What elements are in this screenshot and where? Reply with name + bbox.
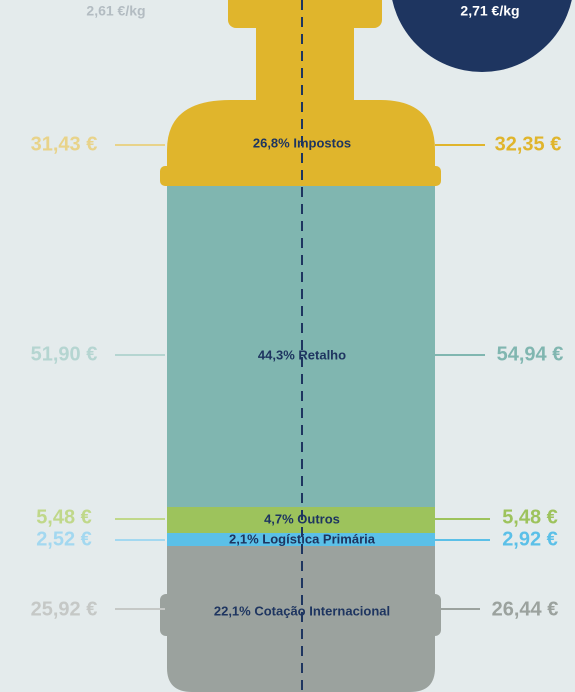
cylinder [160, 0, 441, 692]
right-price: 2,71 €/kg [460, 3, 519, 19]
segment-label: 44,3% Retalho [258, 347, 346, 362]
segment-label: 26,8% Impostos [253, 135, 351, 150]
right-value: 2,92 € [502, 528, 558, 550]
collar [160, 166, 441, 186]
leaders [115, 144, 490, 610]
segment-label: 22,1% Cotação Internacional [214, 603, 390, 618]
left-value: 5,48 € [36, 506, 92, 528]
left-value: 51,90 € [31, 343, 98, 365]
left-value: 25,92 € [31, 598, 98, 620]
left-value: 31,43 € [31, 133, 98, 155]
segment-logistica [167, 533, 435, 546]
foot-ring [160, 594, 441, 636]
right-value: 32,35 € [495, 133, 562, 155]
left-value: 2,52 € [36, 528, 92, 550]
right-value: 26,44 € [492, 598, 559, 620]
segment-label: 4,7% Outros [264, 511, 340, 526]
right-value: 5,48 € [502, 506, 558, 528]
segment-label: 2,1% Logística Primária [229, 531, 376, 546]
left-price: 2,61 €/kg [86, 3, 145, 19]
neck [256, 20, 354, 110]
right-value: 54,94 € [497, 343, 564, 365]
price-badge [392, 0, 572, 72]
